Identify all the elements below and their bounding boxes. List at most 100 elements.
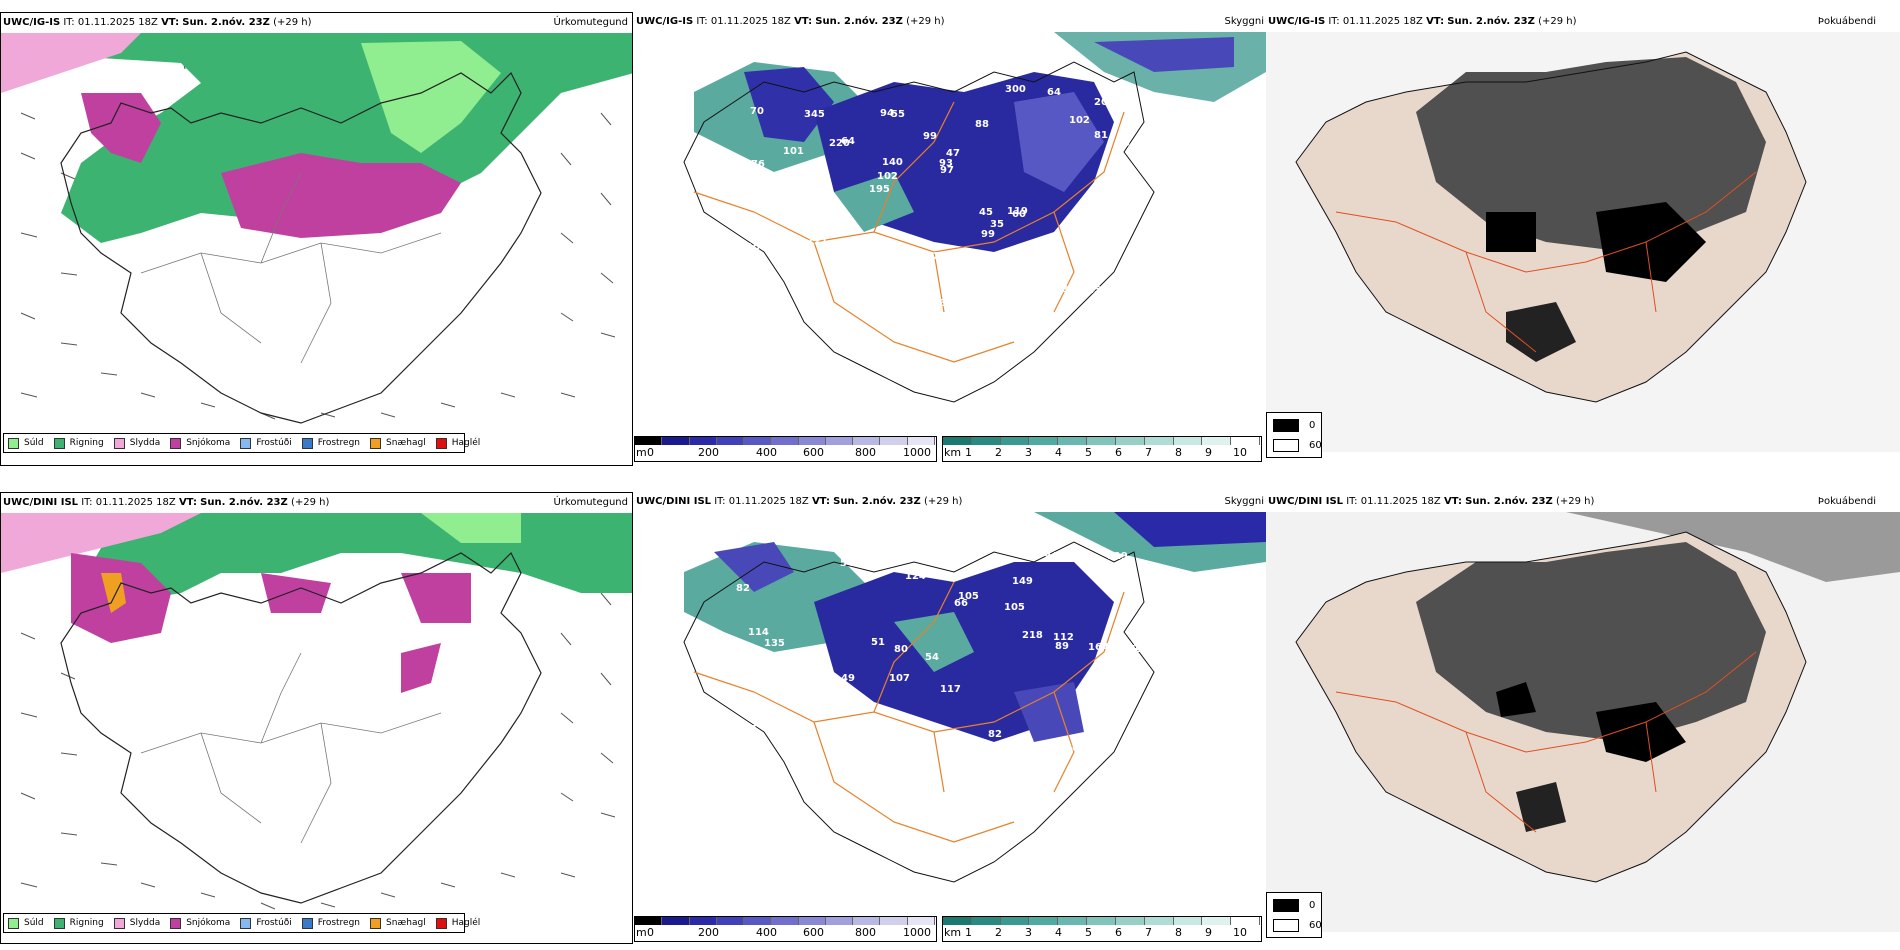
scale-segment	[1087, 917, 1116, 925]
scale-segment	[771, 917, 799, 925]
cloud-base-label: 300	[1005, 84, 1026, 95]
scale-segment	[943, 437, 972, 445]
legend-label: Snjókoma	[186, 918, 231, 928]
cloud-base-label: 97	[940, 165, 954, 176]
scale-segment	[744, 437, 772, 445]
scale-tick: 3	[1025, 446, 1032, 459]
precip-snow-top	[81, 93, 161, 163]
legend-item: Rigning	[53, 917, 104, 929]
vt-value: Sun. 2.nóv. 23Z	[815, 16, 903, 27]
scale-segment	[1202, 917, 1232, 925]
cloud-base-label: 81	[775, 722, 789, 733]
scale-segment	[1173, 437, 1203, 445]
scale-tick: 8	[1175, 926, 1182, 939]
it-label: IT:	[696, 16, 708, 27]
cloud-base-label: 129	[1127, 642, 1148, 653]
cloud-base-label: 64	[1047, 87, 1061, 98]
lead-time: (+29 h)	[273, 17, 312, 28]
visibility-map-top: 255 176 200 195 88 83 94 99 75 64 57 50 55 47 60 70 48 44…	[683, 32, 1266, 403]
cloud-scale-bar	[635, 437, 935, 445]
scale-tick: 2	[995, 926, 1002, 939]
scale-segment	[1115, 437, 1145, 445]
cloud-base-label: 94	[880, 108, 894, 119]
scale-tick: 2	[995, 446, 1002, 459]
cloud-base-label: 44	[1133, 151, 1147, 162]
cloud-base-label: 80	[738, 678, 752, 689]
cloud-base-label: 93	[939, 158, 953, 169]
it-value: 01.11.2025 18Z	[77, 17, 158, 28]
legend-label: Snæhagl	[386, 918, 426, 928]
cloud-base-label: 107	[889, 673, 910, 684]
cloud-scale-bottom: m 0 200 400 600 800 1000	[634, 916, 937, 942]
cloud-base-label: 121	[807, 236, 828, 247]
legend-label: Súld	[24, 438, 44, 448]
it-value: 01.11.2025 18Z	[728, 496, 809, 507]
cloud-base-label: 88	[975, 119, 989, 130]
cloud-base-label: 119	[1107, 551, 1128, 562]
scale-tick: 800	[855, 446, 876, 459]
cloud-base-label: 55	[891, 109, 905, 120]
cloud-base-label: 117	[940, 684, 961, 695]
model-header: UWC/IG-IS IT: 01.11.2025 18Z VT: Sun. 2.…	[636, 16, 945, 27]
model-header: UWC/IG-IS IT: 01.11.2025 18Z VT: Sun. 2.…	[1268, 16, 1577, 27]
it-value: 01.11.2025 18Z	[710, 16, 791, 27]
vt-value: Sun. 2.nóv. 23Z	[1465, 496, 1553, 507]
cloud-base-label: 99	[981, 229, 995, 240]
cloud-base-label: 47	[946, 148, 960, 159]
iceland-outline-top	[60, 71, 542, 424]
legend-label: Súld	[24, 918, 44, 928]
scale-segment	[798, 437, 826, 445]
fog-swatch	[1273, 899, 1299, 912]
scale-segment	[943, 917, 972, 925]
cloud-base-label: 78	[894, 745, 908, 756]
fog-legend-row: 60	[1273, 439, 1322, 452]
it-label: IT:	[63, 17, 75, 28]
it-label: IT:	[1346, 496, 1358, 507]
scale-segment	[1202, 437, 1232, 445]
legend-label: Frostúði	[256, 438, 292, 448]
precip-sleet-top	[1, 33, 141, 93]
scale-segment	[971, 917, 1001, 925]
cloud-base-label: 84	[743, 724, 757, 735]
model-name: UWC/DINI ISL	[3, 497, 79, 508]
precip-legend: Súld Rigning Slydda Snjókoma Frostúði Fr…	[3, 433, 480, 453]
scale-segment	[853, 917, 881, 925]
legend-swatch	[8, 437, 19, 449]
scale-segment	[825, 917, 854, 925]
legend-item: Rigning	[53, 437, 104, 449]
scale-segment	[716, 437, 745, 445]
cloud-base-label: 220	[829, 138, 850, 149]
legend-swatch	[435, 437, 447, 449]
legend-item: Súld	[8, 917, 44, 929]
cloud-base-label: 76	[1065, 743, 1079, 754]
scale-segment	[771, 437, 799, 445]
scale-segment	[716, 917, 745, 925]
cloud-base-label: 60	[1012, 209, 1026, 220]
panel-title: Þokuábendi	[1817, 16, 1876, 27]
scale-segment	[880, 437, 908, 445]
it-value: 01.11.2025 18Z	[1360, 496, 1441, 507]
fog-label: 60	[1309, 440, 1322, 451]
cloud-scale-bar	[635, 917, 935, 925]
panel-title: Úrkomutegund	[553, 497, 628, 508]
scale-segment	[907, 917, 935, 925]
iceland-outline	[683, 61, 1155, 403]
cloud-base-label: 57	[726, 274, 740, 285]
legend-label: Slydda	[129, 918, 161, 928]
cloud-base-label: 82	[736, 583, 750, 594]
model-header: UWC/IG-IS IT: 01.11.2025 18Z VT: Sun. 2.…	[3, 17, 312, 28]
scale-segment	[798, 917, 826, 925]
visibility-panel-top: 255 176 200 195 88 83 94 99 75 64 57 50 55 47 60 70 48 44…	[634, 12, 1266, 466]
scale-unit: km	[944, 926, 962, 939]
legend-item: Frostúði	[240, 437, 292, 449]
cloud-base-label: 101	[783, 146, 804, 157]
lead-time: (+29 h)	[1555, 496, 1595, 507]
lead-time: (+29 h)	[1538, 16, 1577, 27]
model-header: UWC/DINI ISL IT: 01.11.2025 18Z VT: Sun.…	[1268, 496, 1594, 507]
scale-tick: 10	[1233, 926, 1247, 939]
cloud-base-label: 50	[793, 264, 807, 275]
cloud-base-label: 67	[751, 771, 765, 782]
cloud-base-label: 200	[1094, 97, 1115, 108]
cloud-base-label: 555	[1122, 644, 1143, 655]
legend-swatch	[53, 917, 65, 929]
